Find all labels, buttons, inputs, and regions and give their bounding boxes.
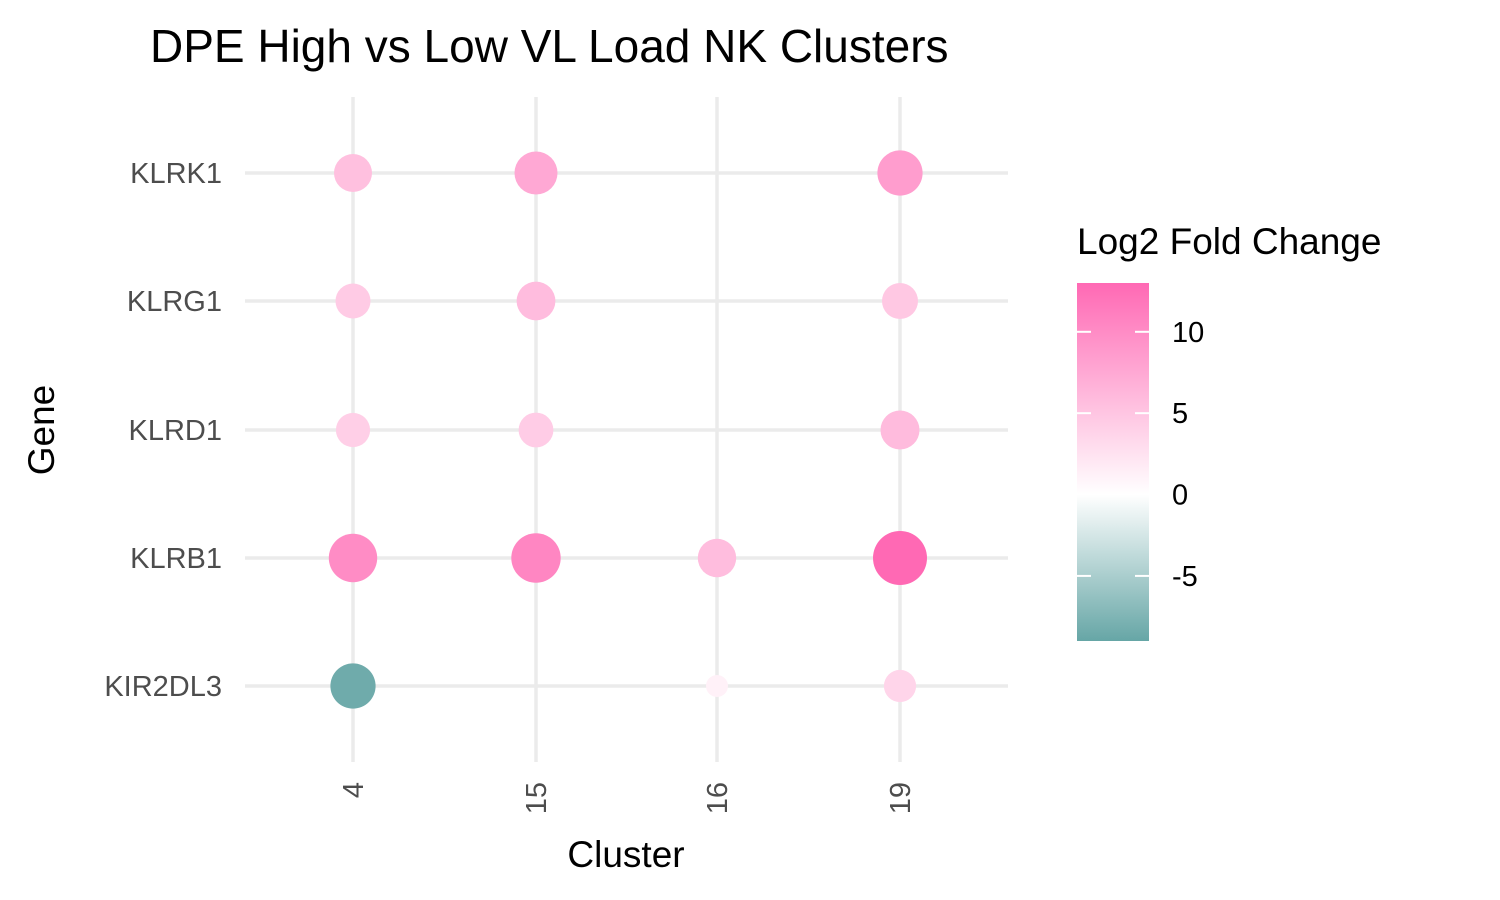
point-kir2dl3-c19	[883, 669, 917, 703]
x-tick-label: 15	[521, 782, 553, 814]
x-tick-label: 16	[702, 782, 734, 814]
y-tick-label: KLRD1	[129, 415, 223, 447]
point-kir2dl3-c4	[330, 663, 376, 709]
point-klrg1-c19	[882, 283, 918, 319]
data-points	[328, 150, 927, 709]
y-tick-label: KLRK1	[130, 158, 222, 190]
point-klrg1-c4	[335, 283, 371, 319]
x-tick-label: 4	[338, 782, 370, 798]
chart-title: DPE High vs Low VL Load NK Clusters	[150, 20, 949, 72]
color-legend: Log2 Fold Change 10 5 0 -5	[1077, 221, 1381, 641]
y-tick-label: KIR2DL3	[104, 671, 222, 703]
point-klrb1-c19	[873, 531, 927, 585]
y-axis-title: Gene	[21, 385, 62, 476]
legend-title: Log2 Fold Change	[1077, 221, 1381, 262]
legend-tick-label: 0	[1172, 480, 1188, 512]
legend-tick-label: 5	[1172, 398, 1188, 430]
legend-colorbar	[1077, 283, 1149, 641]
point-klrd1-c19	[880, 410, 920, 450]
x-tick-labels: 4 15 16 19	[338, 782, 917, 814]
point-klrk1-c19	[877, 150, 923, 196]
legend-tick-label: -5	[1172, 561, 1198, 593]
point-klrb1-c16	[697, 538, 737, 578]
point-klrd1-c4	[335, 412, 371, 448]
x-axis-title: Cluster	[567, 834, 684, 875]
legend-ticks: 10 5 0 -5	[1077, 317, 1204, 593]
point-klrb1-c15	[511, 533, 561, 583]
point-klrk1-c15	[514, 151, 558, 195]
point-klrb1-c4	[328, 533, 378, 583]
point-klrd1-c15	[518, 412, 554, 448]
y-tick-label: KLRB1	[130, 543, 222, 575]
legend-tick-label: 10	[1172, 317, 1204, 349]
point-klrk1-c4	[334, 154, 372, 192]
point-klrg1-c15	[516, 281, 556, 321]
point-kir2dl3-c16	[706, 675, 728, 697]
x-tick-label: 19	[885, 782, 917, 814]
y-tick-label: KLRG1	[127, 286, 222, 318]
y-tick-labels: KLRK1 KLRG1 KLRD1 KLRB1 KIR2DL3	[104, 158, 222, 703]
